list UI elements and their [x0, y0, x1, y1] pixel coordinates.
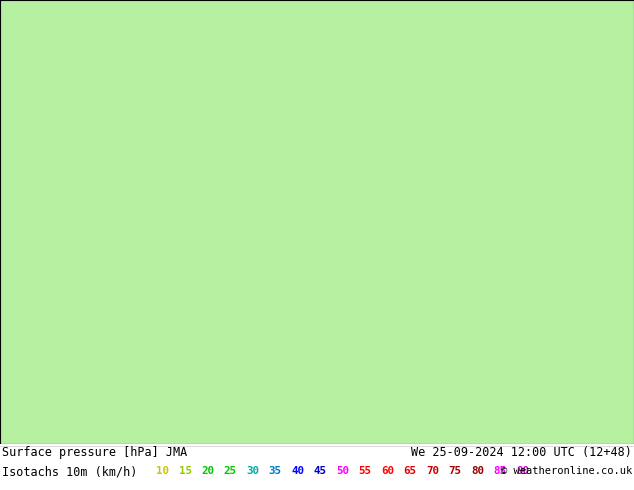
Text: 30: 30: [246, 466, 259, 476]
Text: 35: 35: [269, 466, 281, 476]
Text: 50: 50: [336, 466, 349, 476]
Text: 85: 85: [493, 466, 507, 476]
Text: 60: 60: [381, 466, 394, 476]
Text: 10: 10: [156, 466, 169, 476]
Text: © weatheronline.co.uk: © weatheronline.co.uk: [501, 466, 632, 476]
Text: 75: 75: [448, 466, 462, 476]
Text: 25: 25: [224, 466, 236, 476]
Text: 65: 65: [403, 466, 417, 476]
Text: Surface pressure [hPa] JMA: Surface pressure [hPa] JMA: [2, 446, 187, 459]
Text: 40: 40: [291, 466, 304, 476]
Text: 70: 70: [426, 466, 439, 476]
Text: 20: 20: [201, 466, 214, 476]
Text: 90: 90: [516, 466, 529, 476]
Text: 45: 45: [313, 466, 327, 476]
Text: 80: 80: [471, 466, 484, 476]
Text: 15: 15: [179, 466, 191, 476]
Text: We 25-09-2024 12:00 UTC (12+48): We 25-09-2024 12:00 UTC (12+48): [411, 446, 632, 459]
Text: Isotachs 10m (km/h): Isotachs 10m (km/h): [2, 466, 138, 479]
Text: 55: 55: [358, 466, 372, 476]
